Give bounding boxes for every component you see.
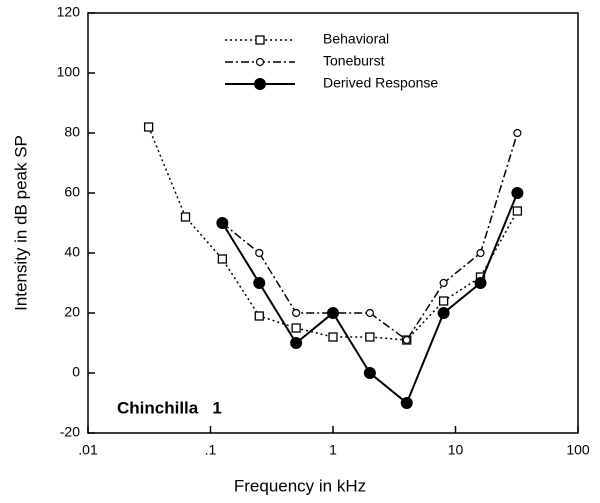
point-marker	[474, 277, 487, 289]
point-marker	[180, 212, 191, 222]
x-axis-label: Frequency in kHz	[234, 476, 366, 495]
annotation: Chinchilla 1	[117, 398, 222, 417]
y-tick-label: 0	[72, 364, 80, 380]
point-marker	[438, 296, 449, 306]
point-marker	[292, 308, 301, 318]
x-tick-label: .1	[205, 442, 217, 458]
legend-marker	[255, 35, 265, 45]
point-marker	[143, 122, 154, 132]
y-tick-label: 120	[57, 4, 81, 20]
point-marker	[216, 217, 229, 229]
point-marker	[327, 307, 339, 319]
x-tick-label: 10	[448, 442, 464, 458]
legend-label: Behavioral	[323, 31, 389, 47]
point-marker	[254, 311, 264, 321]
x-tick-label: .01	[78, 442, 98, 458]
point-marker	[402, 335, 411, 345]
point-marker	[365, 308, 374, 318]
point-marker	[363, 367, 376, 379]
legend-marker	[254, 78, 266, 90]
point-marker	[365, 332, 375, 342]
x-tick-label: 1	[329, 442, 337, 458]
point-marker	[291, 323, 301, 333]
point-marker	[253, 277, 266, 289]
series-line	[221, 132, 519, 342]
point-marker	[439, 278, 448, 288]
y-tick-label: 60	[64, 184, 80, 200]
point-marker	[328, 332, 338, 342]
x-tick-label: 100	[566, 442, 590, 458]
y-tick-label: 100	[57, 64, 81, 80]
y-tick-label: 80	[64, 124, 80, 140]
y-axis-label: Intensity in dB peak SP	[11, 135, 30, 311]
legend-label: Derived Response	[323, 75, 438, 91]
point-marker	[512, 206, 523, 216]
point-marker	[513, 128, 522, 138]
point-marker	[476, 248, 485, 258]
point-marker	[511, 187, 524, 199]
y-tick-label: -20	[60, 424, 80, 440]
legend-label: Toneburst	[323, 53, 385, 69]
point-marker	[400, 397, 413, 409]
point-marker	[217, 254, 228, 264]
y-tick-label: 20	[64, 304, 80, 320]
y-tick-label: 40	[64, 244, 80, 260]
point-marker	[437, 307, 450, 319]
legend-marker	[255, 57, 265, 67]
point-marker	[255, 248, 264, 258]
point-marker	[290, 337, 303, 349]
